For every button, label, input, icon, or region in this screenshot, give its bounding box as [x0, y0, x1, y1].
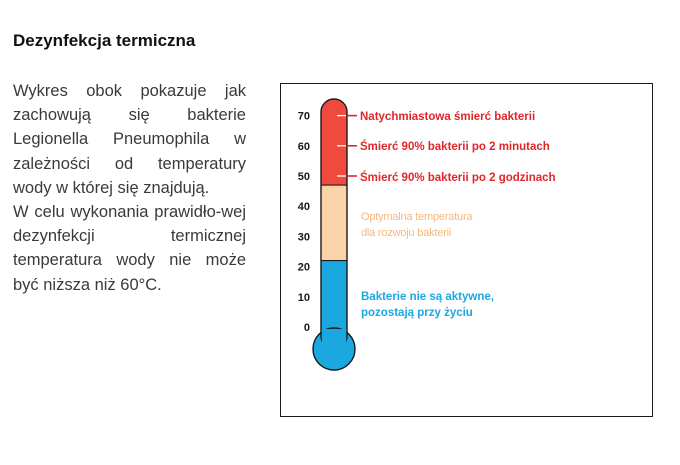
scale-tick-label: 60 — [298, 141, 310, 153]
thermometer-diagram-frame: 70 60 50 40 30 20 10 0 Natychmiastowa śmierć ba… — [280, 83, 653, 417]
scale-tick-label: 20 — [298, 262, 310, 274]
page-title: Dezynfekcja termiczna — [13, 31, 196, 50]
zone-label-inactive-line1: Bakterie nie są aktywne, — [361, 291, 494, 303]
scale-tick-label: 30 — [298, 231, 310, 243]
temperature-scale: 70 60 50 40 30 20 10 0 — [298, 111, 310, 334]
description-paragraph-2: W celu wykonania prawidło-wej dezynfekcj… — [13, 203, 246, 294]
zone-label-optimal-line1: Optymalna temperatura — [361, 211, 473, 223]
description-text: Wykres obok pokazuje jak zachowują się b… — [13, 79, 246, 297]
zone-label-optimal-line2: dla rozwoju bakterii — [361, 227, 452, 239]
scale-tick-label: 10 — [298, 292, 310, 304]
threshold-markers — [337, 114, 357, 177]
scale-tick-label: 0 — [304, 322, 310, 334]
scale-tick-label: 70 — [298, 111, 310, 123]
scale-tick-label: 50 — [298, 171, 310, 183]
thermometer-fill — [313, 99, 355, 370]
zone-label-optimal: Optymalna temperatura dla rozwoju bakter… — [361, 209, 473, 241]
tube-bulb-join-cover — [321, 329, 347, 351]
marker-label-90-percent-2-h: Śmierć 90% bakterii po 2 godzinach — [360, 172, 556, 184]
scale-tick-label: 40 — [298, 201, 310, 213]
thermometer-graphic: 70 60 50 40 30 20 10 0 — [298, 98, 357, 371]
zone-label-inactive-line2: pozostają przy życiu — [361, 307, 473, 319]
marker-label-90-percent-2-min: Śmierć 90% bakterii po 2 minutach — [360, 141, 550, 153]
description-paragraph-1: Wykres obok pokazuje jak zachowują się b… — [13, 82, 246, 197]
thermometer-outline — [312, 98, 356, 371]
zone-label-inactive: Bakterie nie są aktywne, pozostają przy … — [361, 289, 494, 321]
thermometer-bulb-outline — [312, 327, 356, 371]
marker-label-instant-death: Natychmiastowa śmierć bakterii — [360, 111, 536, 123]
